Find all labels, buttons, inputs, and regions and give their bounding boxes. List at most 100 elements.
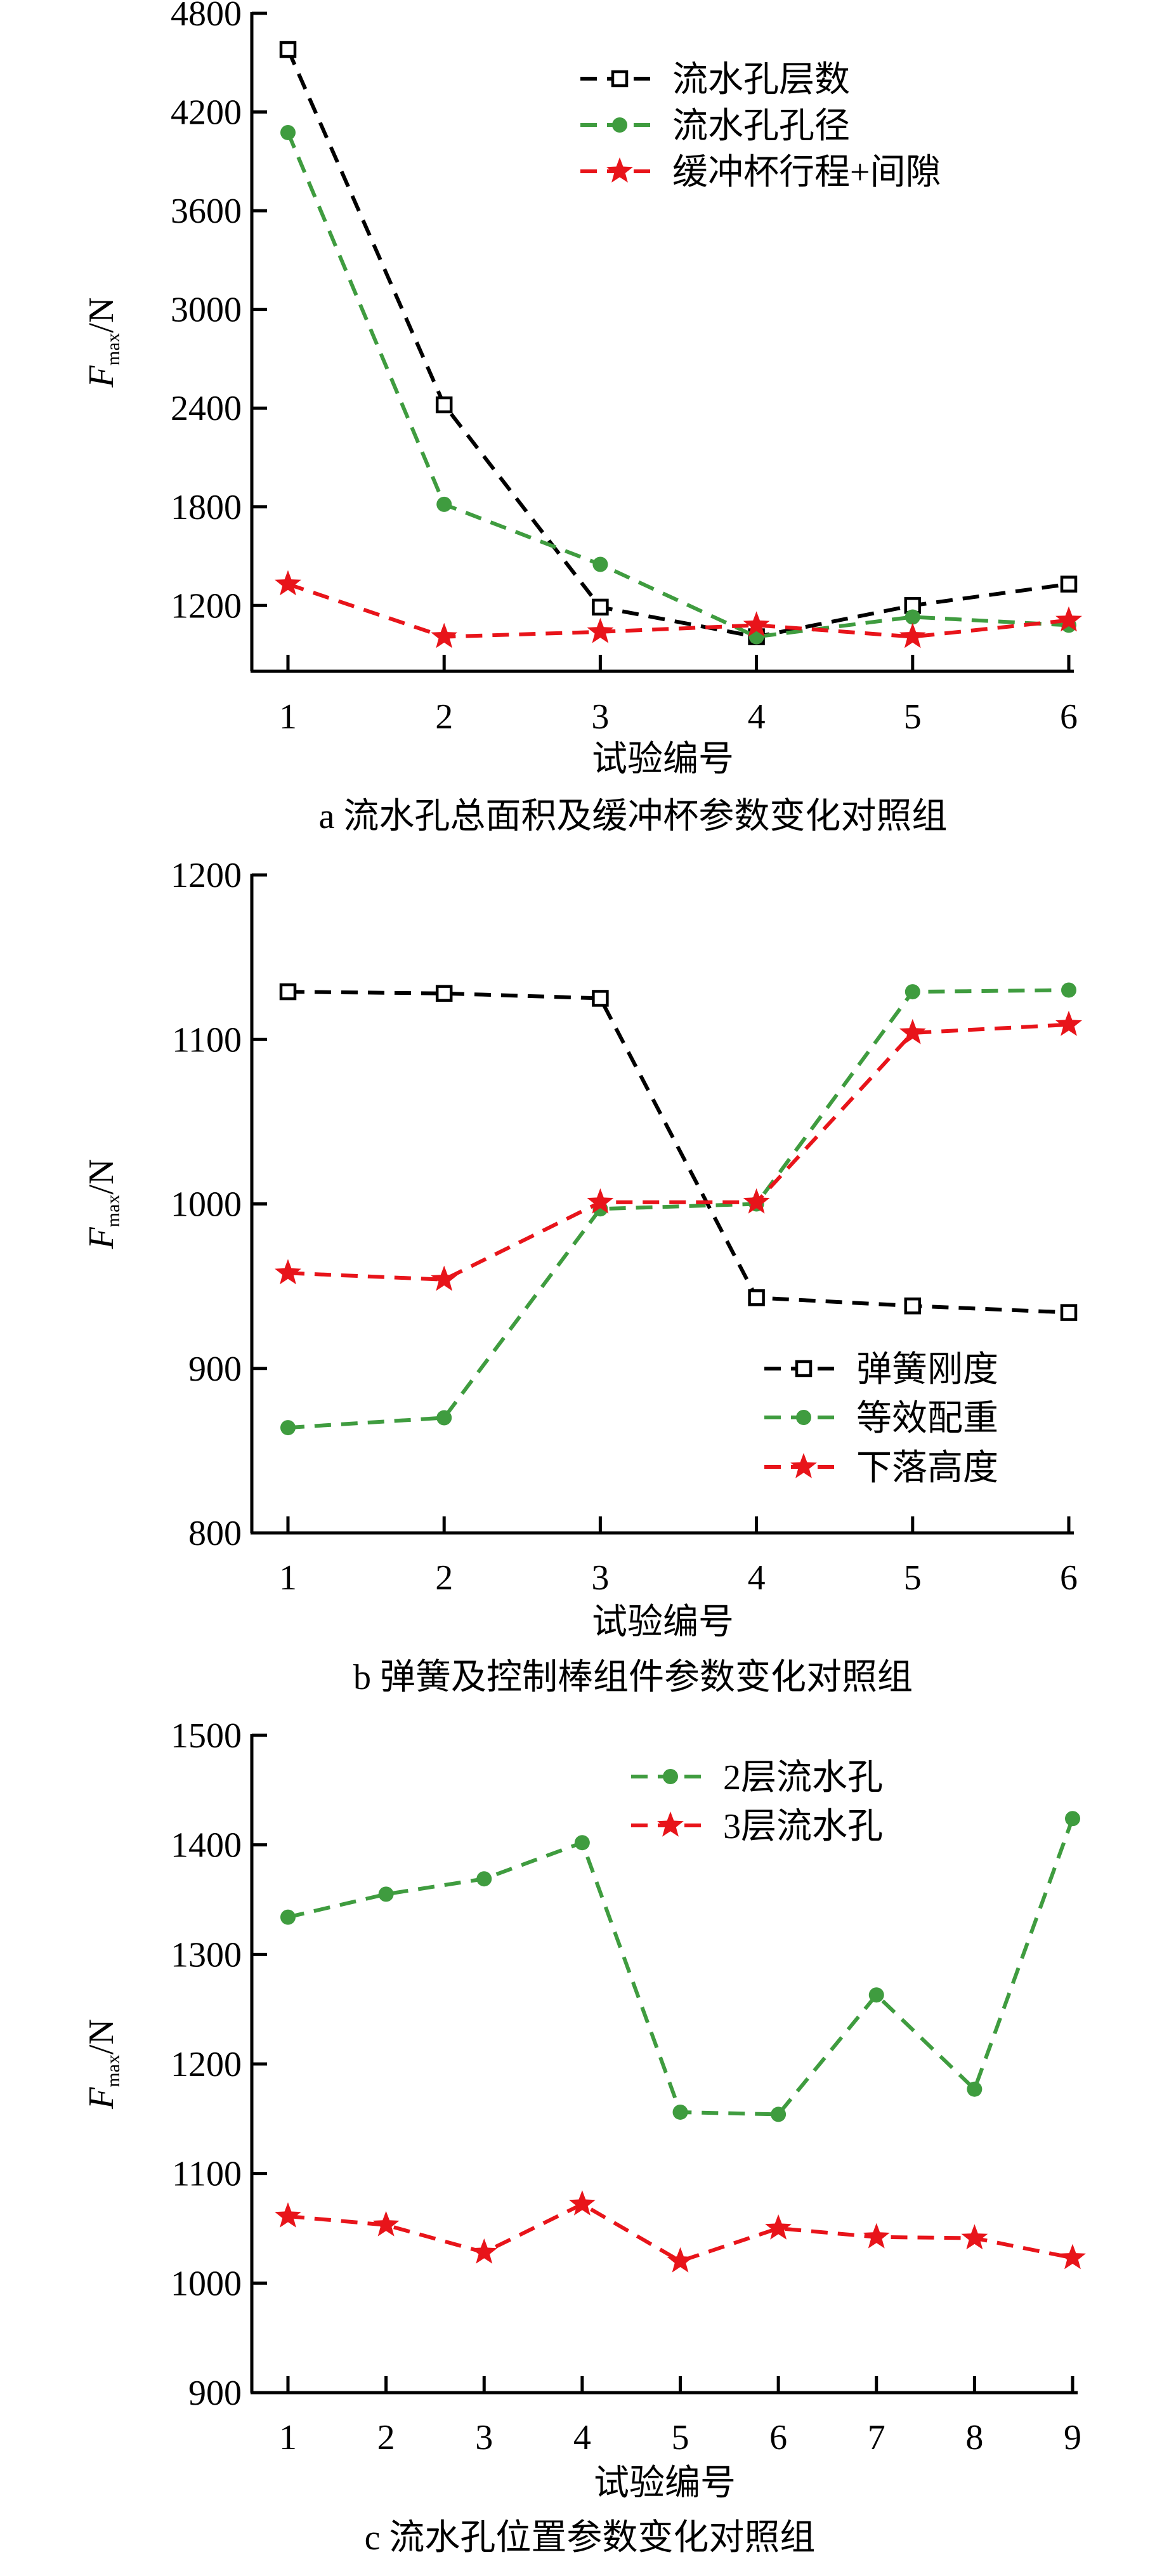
x-tick-label: 3: [591, 1558, 609, 1598]
data-point: [275, 2202, 301, 2228]
y-tick-label: 1100: [172, 1020, 242, 1060]
legend-label: 等效配重: [856, 1399, 998, 1438]
data-point: [1055, 606, 1082, 632]
data-point: [587, 1188, 614, 1214]
y-tick-label: 1300: [171, 1935, 242, 1975]
data-point: [431, 622, 458, 648]
y-tick-label: 1200: [171, 856, 242, 895]
x-tick-label: 2: [435, 1558, 453, 1598]
y-axis-label-symbol: F: [82, 1226, 121, 1249]
data-point: [471, 2238, 498, 2264]
x-tick-label: 5: [904, 697, 922, 737]
chart-panel-c: 900 1000 1100 1200 1300 1400 1500 1 2 3 4 5 6 7 8 9 试验编号…: [82, 1716, 1086, 2558]
x-tick-label: 5: [904, 1558, 922, 1598]
chart-panel-a: 1200 1800 2400 3000 3600 4200 4800 1 2 3 4 5 6 试验编号 Fm…: [82, 0, 1082, 836]
data-point: [569, 2190, 596, 2216]
series-line: [287, 582, 1069, 639]
legend-marker: [790, 1453, 817, 1478]
x-tick-label: 1: [279, 1558, 297, 1598]
data-point: [1061, 982, 1076, 998]
y-axis-label-subscript: max: [103, 1195, 124, 1228]
legend-entry: 2层流水孔: [631, 1758, 883, 1797]
legend-entry: 流水孔孔径: [580, 107, 850, 146]
data-point: [899, 1018, 926, 1044]
data-point: [280, 1420, 296, 1436]
y-tick-label: 900: [188, 1350, 242, 1389]
y-axis-label: Fmax/N: [82, 298, 124, 388]
legend-marker: [795, 1360, 813, 1377]
series-1: [275, 2190, 1086, 2273]
y-tick-label: 4800: [171, 0, 242, 34]
y-tick-label: 900: [188, 2374, 242, 2413]
data-point: [280, 124, 296, 140]
y-tick-label: 2400: [171, 389, 242, 428]
x-tick-label: 3: [591, 697, 609, 737]
data-point: [905, 609, 920, 625]
data-point: [476, 1871, 492, 1887]
legend-label: 缓冲杯行程+间隙: [672, 153, 941, 192]
data-point: [743, 1188, 770, 1214]
legend-label: 流水孔层数: [672, 60, 850, 100]
legend-marker: [657, 1811, 684, 1837]
x-tick-label: 1: [279, 697, 297, 737]
y-axis-label-subscript: max: [103, 2054, 124, 2087]
series-line: [286, 48, 1069, 639]
x-tick-label: 2: [435, 697, 453, 737]
data-point: [436, 496, 452, 512]
data-point: [905, 984, 920, 1000]
data-point: [771, 2106, 787, 2122]
x-tick-label: 7: [868, 2418, 885, 2457]
y-axis-label-subscript: max: [103, 333, 124, 366]
data-point: [1060, 575, 1078, 593]
legend-entry: 下落高度: [764, 1449, 998, 1488]
data-point: [672, 2104, 688, 2120]
data-point: [435, 985, 453, 1002]
data-point: [899, 622, 926, 648]
chart-panel-b: 800 900 1000 1100 1200 1 2 3 4 5 6 试验编号 Fmax/N b 弹簧及控…: [82, 856, 1082, 1697]
legend-entry: 3层流水孔: [631, 1807, 883, 1846]
x-tick-label: 6: [1060, 1558, 1078, 1598]
y-axis-label-unit: /N: [82, 298, 121, 333]
data-point: [275, 1259, 301, 1285]
data-point: [574, 1835, 590, 1851]
chart-caption: a 流水孔总面积及缓冲杯参数变化对照组: [319, 797, 948, 836]
series-line: [287, 1818, 1074, 2117]
series-line: [287, 988, 1069, 1430]
legend-label: 2层流水孔: [723, 1758, 883, 1797]
data-point: [436, 1410, 452, 1426]
legend-marker: [606, 157, 633, 183]
data-point: [431, 1265, 458, 1291]
x-tick-label: 6: [769, 2418, 787, 2457]
data-point: [961, 2224, 988, 2250]
legend-entry: 等效配重: [764, 1399, 998, 1438]
data-point: [1065, 1811, 1080, 1827]
data-point: [967, 2081, 983, 2097]
chart-caption: c 流水孔位置参数变化对照组: [365, 2518, 816, 2558]
data-point: [748, 1289, 765, 1306]
x-tick-label: 4: [573, 2418, 591, 2457]
data-point: [863, 2223, 890, 2249]
y-tick-label: 800: [188, 1514, 242, 1553]
data-point: [1060, 1304, 1078, 1321]
data-point: [1059, 2244, 1086, 2270]
y-axis-label: Fmax/N: [82, 1159, 124, 1250]
data-point: [435, 396, 453, 414]
data-point: [592, 556, 608, 572]
y-tick-label: 1100: [172, 2155, 242, 2194]
y-axis-label-symbol: F: [82, 2087, 121, 2110]
y-tick-label: 1200: [171, 586, 242, 626]
legend-label: 3层流水孔: [723, 1807, 883, 1846]
data-point: [372, 2211, 400, 2237]
y-axis-label: Fmax/N: [82, 2019, 124, 2110]
y-tick-label: 1000: [171, 1185, 242, 1225]
legend-marker: [796, 1410, 811, 1425]
x-axis-label: 试验编号: [594, 2464, 736, 2503]
x-tick-label: 9: [1064, 2418, 1081, 2457]
data-point: [378, 1886, 394, 1902]
series-0: [280, 1811, 1080, 2122]
data-point: [275, 570, 301, 596]
x-tick-label: 8: [965, 2418, 983, 2457]
legend-label: 下落高度: [856, 1449, 998, 1488]
data-point: [904, 1297, 922, 1315]
chart-caption: b 弹簧及控制棒组件参数变化对照组: [353, 1658, 913, 1697]
